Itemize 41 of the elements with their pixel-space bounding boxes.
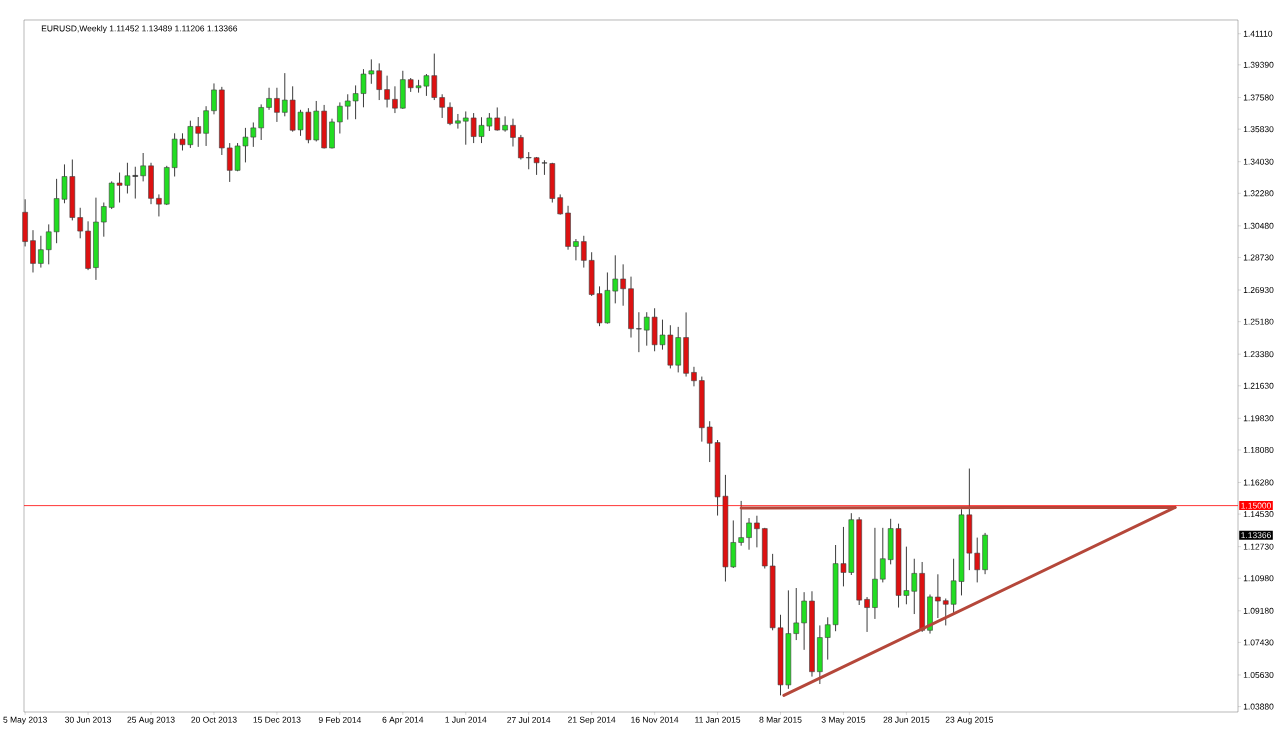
y-tick-label: 1.14530 — [1243, 511, 1274, 518]
x-tick-label: 27 Jul 2014 — [507, 716, 551, 723]
y-tick-label: 1.41110 — [1243, 30, 1273, 37]
x-tick-label: 30 Jun 2013 — [65, 716, 111, 723]
y-tick-label: 1.26930 — [1243, 287, 1274, 293]
y-tick-label: 1.35830 — [1243, 126, 1274, 133]
y-tick-label: 1.39390 — [1243, 61, 1274, 68]
x-tick-label: 15 Dec 2013 — [253, 716, 301, 723]
y-tick-label: 1.25180 — [1243, 318, 1274, 325]
y-tick-label: 1.16280 — [1243, 479, 1274, 486]
y-tick-label: 1.34030 — [1243, 158, 1274, 165]
x-tick-label: 28 Jun 2015 — [883, 716, 930, 723]
y-tick-label: 1.32280 — [1243, 190, 1274, 197]
x-tick-label: 23 Aug 2015 — [945, 716, 993, 725]
text: 1.13366 — [1241, 532, 1271, 539]
y-tick-label: 1.28730 — [1243, 254, 1274, 261]
y-tick-label: 1.07430 — [1243, 639, 1274, 646]
x-tick-label: 11 Jan 2015 — [695, 716, 741, 723]
y-tick-label: 1.18080 — [1243, 446, 1274, 453]
x-tick-label: 20 Oct 2013 — [191, 716, 237, 723]
x-tick-label: 16 Nov 2014 — [631, 716, 679, 723]
x-tick-label: 5 May 2013 — [3, 716, 47, 725]
y-tick-label: 1.03880 — [1243, 703, 1274, 710]
y-tick-label: 1.30480 — [1243, 222, 1274, 229]
y-tick-label: 1.19830 — [1243, 415, 1274, 422]
y-tick-label: 1.09180 — [1243, 607, 1274, 614]
x-tick-label: 21 Sep 2014 — [568, 716, 616, 725]
x-tick-label: 25 Aug 2013 — [127, 716, 175, 725]
y-tick-label: 1.10980 — [1243, 575, 1274, 582]
x-tick-label: 8 Mar 2015 — [759, 716, 802, 723]
x-tick-label: 1 Jun 2014 — [445, 716, 487, 723]
ref-line-label: 1.15000 — [1241, 502, 1271, 509]
x-tick-label: 3 May 2015 — [821, 716, 866, 725]
y-tick-label: 1.21630 — [1243, 382, 1274, 389]
y-tick-label: 1.23380 — [1243, 351, 1274, 358]
x-tick-label: 6 Apr 2014 — [382, 716, 424, 725]
text: EURUSD,Weekly 1.11452 1.13489 1.11206 1.13366 — [41, 25, 238, 34]
y-tick-label: 1.05630 — [1243, 671, 1274, 678]
y-tick-label: 1.12730 — [1243, 543, 1274, 550]
y-tick-label: 1.37580 — [1243, 94, 1274, 101]
x-tick-label: 9 Feb 2014 — [318, 716, 362, 723]
